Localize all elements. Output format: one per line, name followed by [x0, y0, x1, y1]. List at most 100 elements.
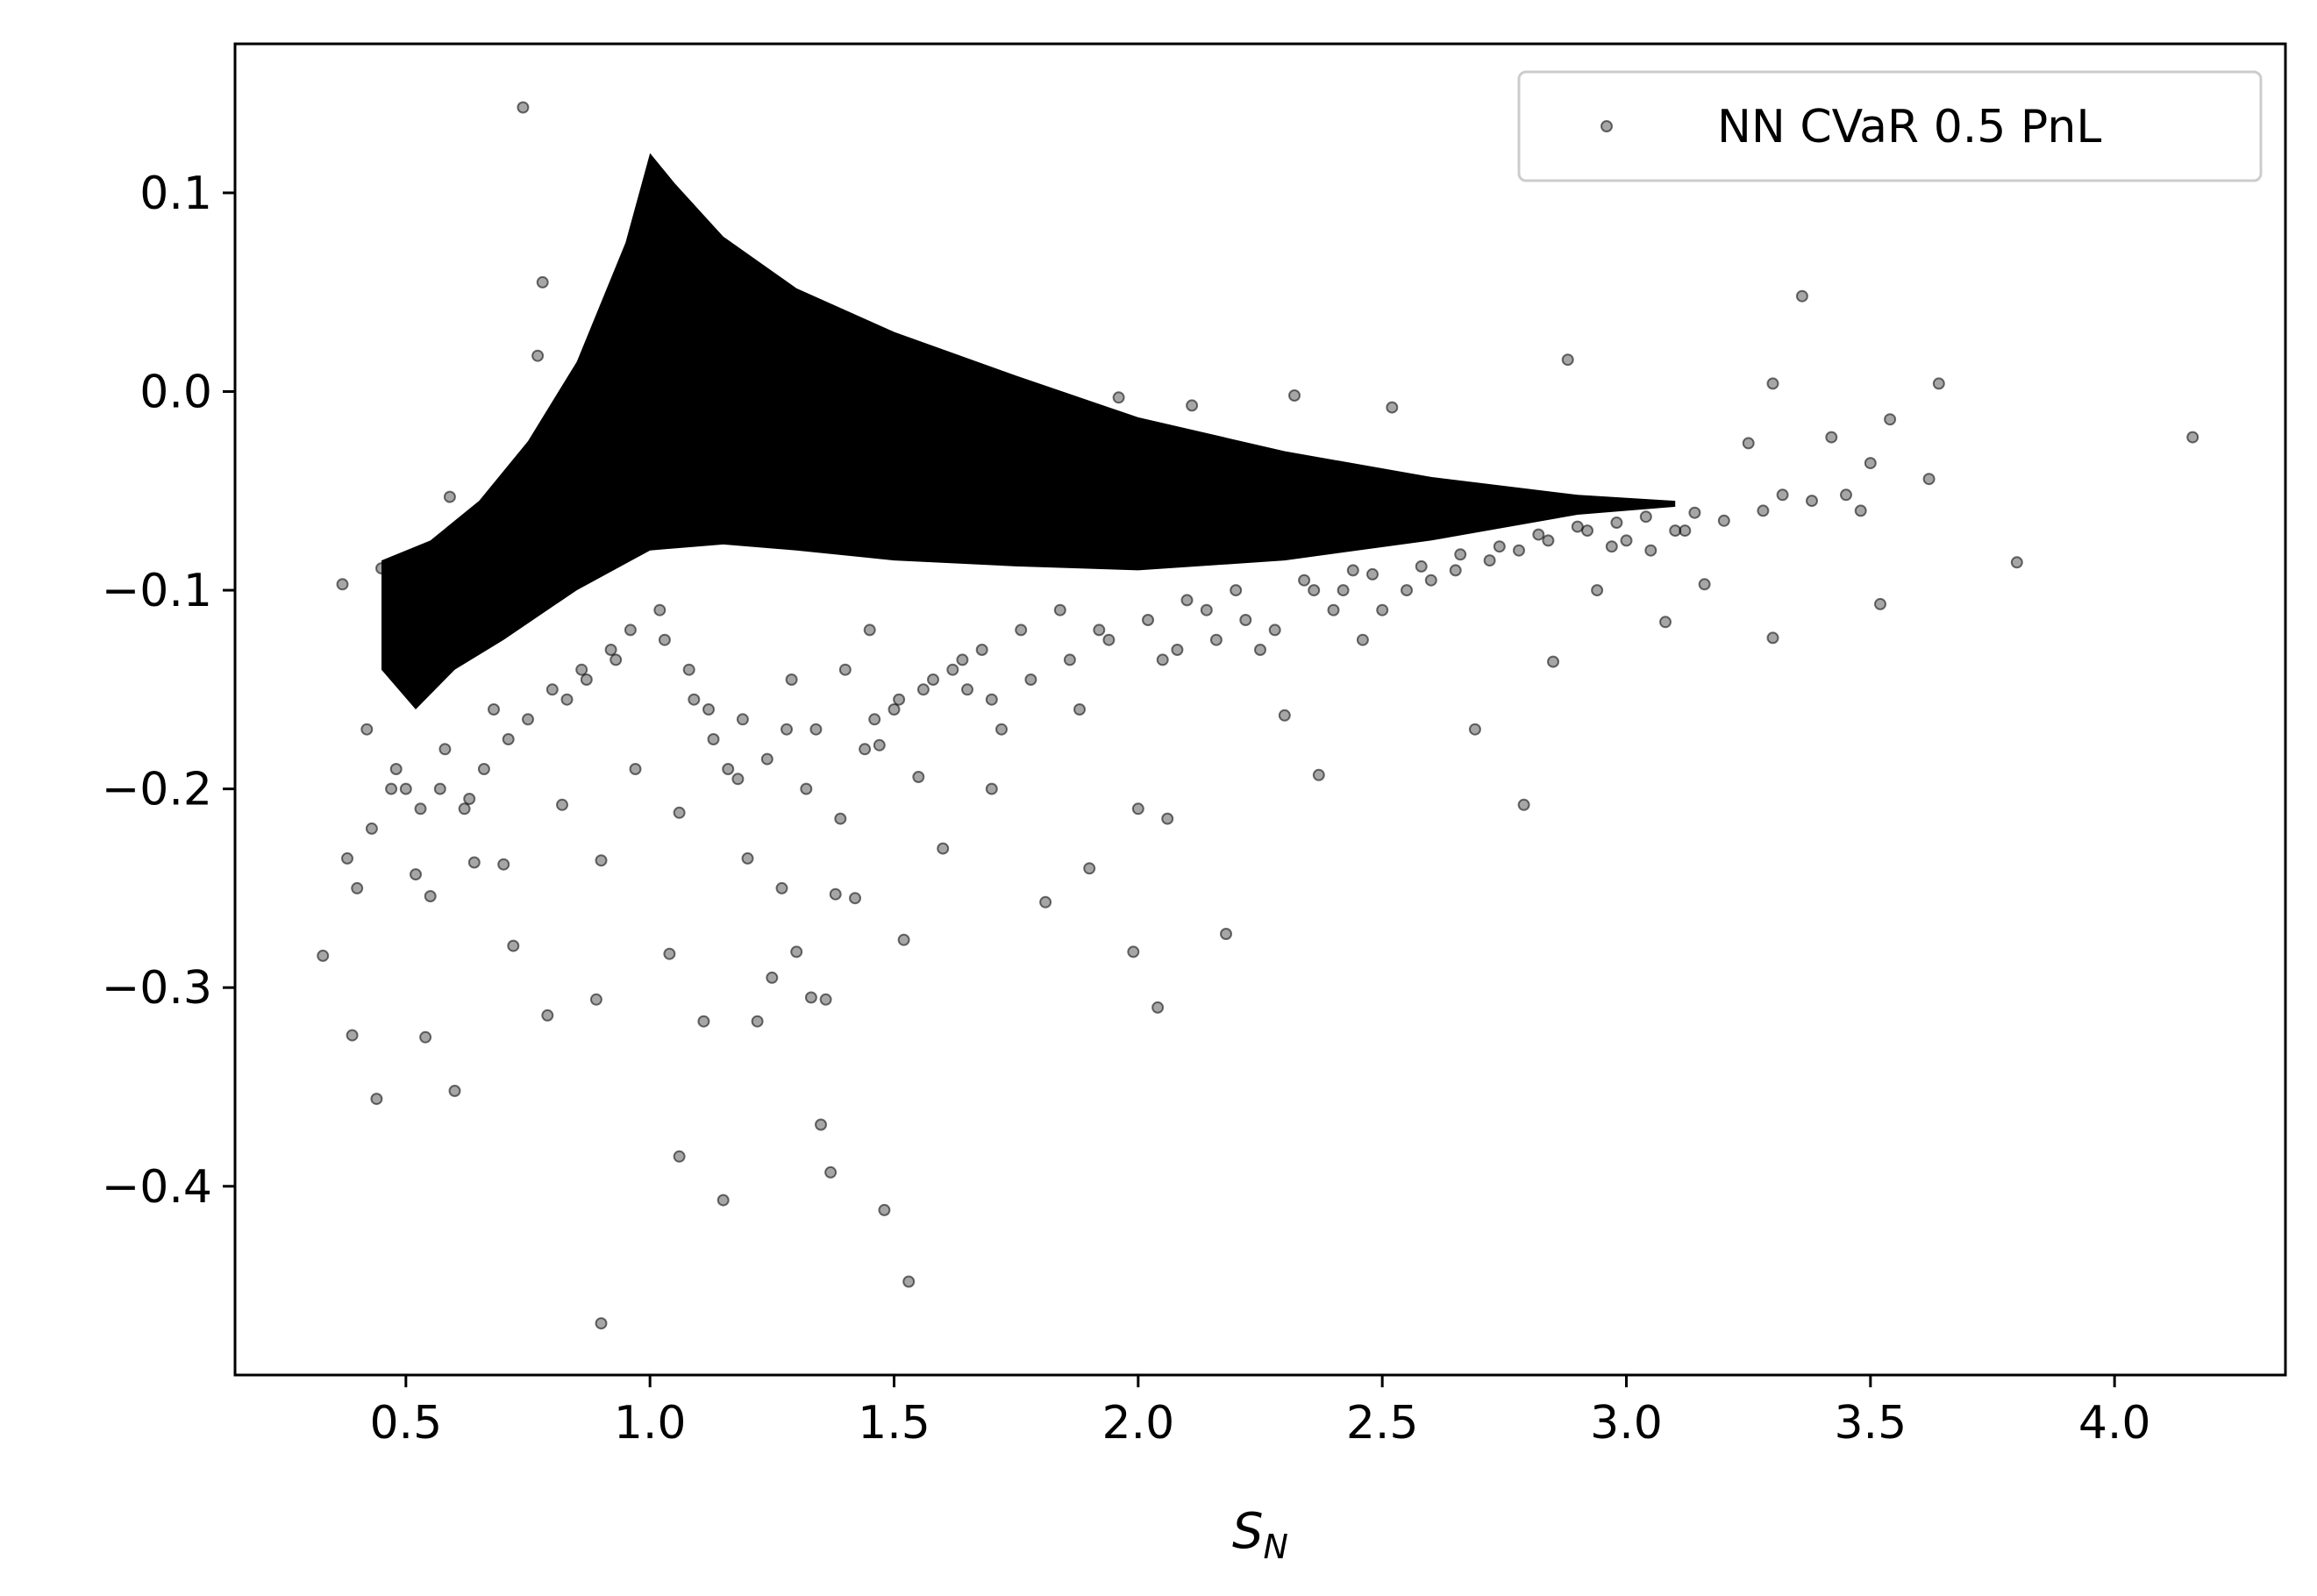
data-point — [707, 733, 720, 745]
data-point — [1142, 614, 1154, 626]
data-point — [1483, 554, 1496, 567]
data-point — [702, 703, 715, 716]
data-point — [1610, 517, 1623, 529]
data-point — [1493, 540, 1506, 553]
data-point — [1424, 574, 1437, 587]
data-point — [682, 663, 695, 676]
data-point — [1532, 528, 1545, 541]
data-point — [1327, 603, 1340, 616]
data-point — [751, 1015, 764, 1028]
data-point — [1776, 488, 1789, 502]
data-point — [1542, 534, 1555, 547]
data-point — [804, 991, 817, 1004]
data-point — [360, 723, 374, 736]
data-point — [629, 763, 642, 775]
data-point — [610, 653, 623, 666]
data-point — [878, 1203, 891, 1216]
legend-box — [1517, 70, 2263, 182]
data-point — [488, 703, 500, 716]
y-tick-label: −0.1 — [102, 565, 212, 617]
data-point — [1239, 614, 1252, 626]
x-axis-ticks: 0.5 1.0 1.5 2.0 2.5 3.0 3.5 4.0 — [369, 1375, 2151, 1450]
data-point — [1468, 723, 1481, 736]
data-point — [497, 858, 510, 871]
data-point — [961, 683, 973, 696]
data-point — [536, 275, 549, 289]
data-point — [1766, 377, 1779, 390]
data-point — [1298, 574, 1311, 587]
data-point — [595, 1317, 608, 1330]
data-point — [736, 713, 749, 726]
data-point — [410, 868, 422, 881]
data-point — [341, 851, 353, 865]
data-point — [399, 782, 412, 795]
data-point — [863, 623, 876, 637]
y-tick-label: 0.0 — [139, 366, 212, 418]
data-point — [1268, 623, 1281, 637]
dense-point-region — [381, 153, 1676, 710]
data-point — [1015, 623, 1028, 637]
data-point — [419, 1030, 432, 1044]
data-point — [722, 763, 735, 775]
data-point — [1156, 653, 1169, 666]
data-point — [1547, 655, 1559, 668]
data-point — [956, 653, 969, 666]
data-point — [829, 887, 842, 901]
data-point — [1561, 353, 1574, 367]
data-point — [1639, 510, 1652, 524]
data-point — [1112, 391, 1125, 404]
data-point — [1209, 633, 1223, 646]
data-point — [507, 939, 520, 952]
data-point — [541, 1008, 554, 1022]
data-point — [467, 856, 481, 869]
data-point — [985, 782, 998, 795]
data-point — [1053, 603, 1066, 616]
data-point — [809, 723, 823, 736]
x-tick-label: 4.0 — [2078, 1397, 2151, 1450]
data-point — [912, 771, 925, 783]
data-point — [1039, 895, 1052, 908]
data-point — [653, 603, 667, 616]
data-point — [673, 806, 686, 819]
data-point — [1581, 524, 1593, 538]
data-point — [624, 623, 637, 637]
data-point — [893, 693, 906, 706]
data-point — [385, 782, 398, 795]
data-point — [1063, 653, 1076, 666]
dense-point-cloud — [381, 153, 1676, 710]
data-point — [785, 673, 798, 686]
data-point — [477, 763, 490, 775]
data-point — [1513, 544, 1525, 557]
data-point — [522, 713, 534, 726]
data-point — [370, 1093, 383, 1106]
data-point — [1308, 584, 1321, 597]
x-tick-label: 1.5 — [858, 1397, 930, 1450]
data-point — [604, 644, 617, 656]
data-point — [902, 1275, 916, 1288]
data-point — [1840, 488, 1852, 502]
legend-marker — [1601, 120, 1613, 132]
data-point — [1517, 798, 1530, 811]
data-point — [560, 693, 574, 706]
data-point — [975, 644, 988, 656]
data-point — [556, 798, 568, 811]
data-point — [1854, 504, 1867, 517]
data-point — [458, 802, 471, 816]
data-point — [1186, 399, 1199, 412]
data-point — [800, 782, 813, 795]
data-point — [1161, 812, 1174, 825]
data-point — [1337, 584, 1350, 597]
data-point — [781, 723, 793, 736]
data-point — [697, 1015, 710, 1028]
data-point — [731, 773, 745, 786]
data-point — [317, 949, 330, 962]
data-point — [688, 693, 701, 706]
data-point — [595, 854, 608, 867]
data-point — [1766, 631, 1779, 645]
data-point — [545, 683, 559, 696]
legend: NN CVaR 0.5 PnL — [1517, 70, 2263, 182]
data-point — [995, 723, 1008, 736]
data-point — [1922, 473, 1936, 486]
data-point — [834, 812, 847, 825]
data-point — [463, 793, 476, 805]
